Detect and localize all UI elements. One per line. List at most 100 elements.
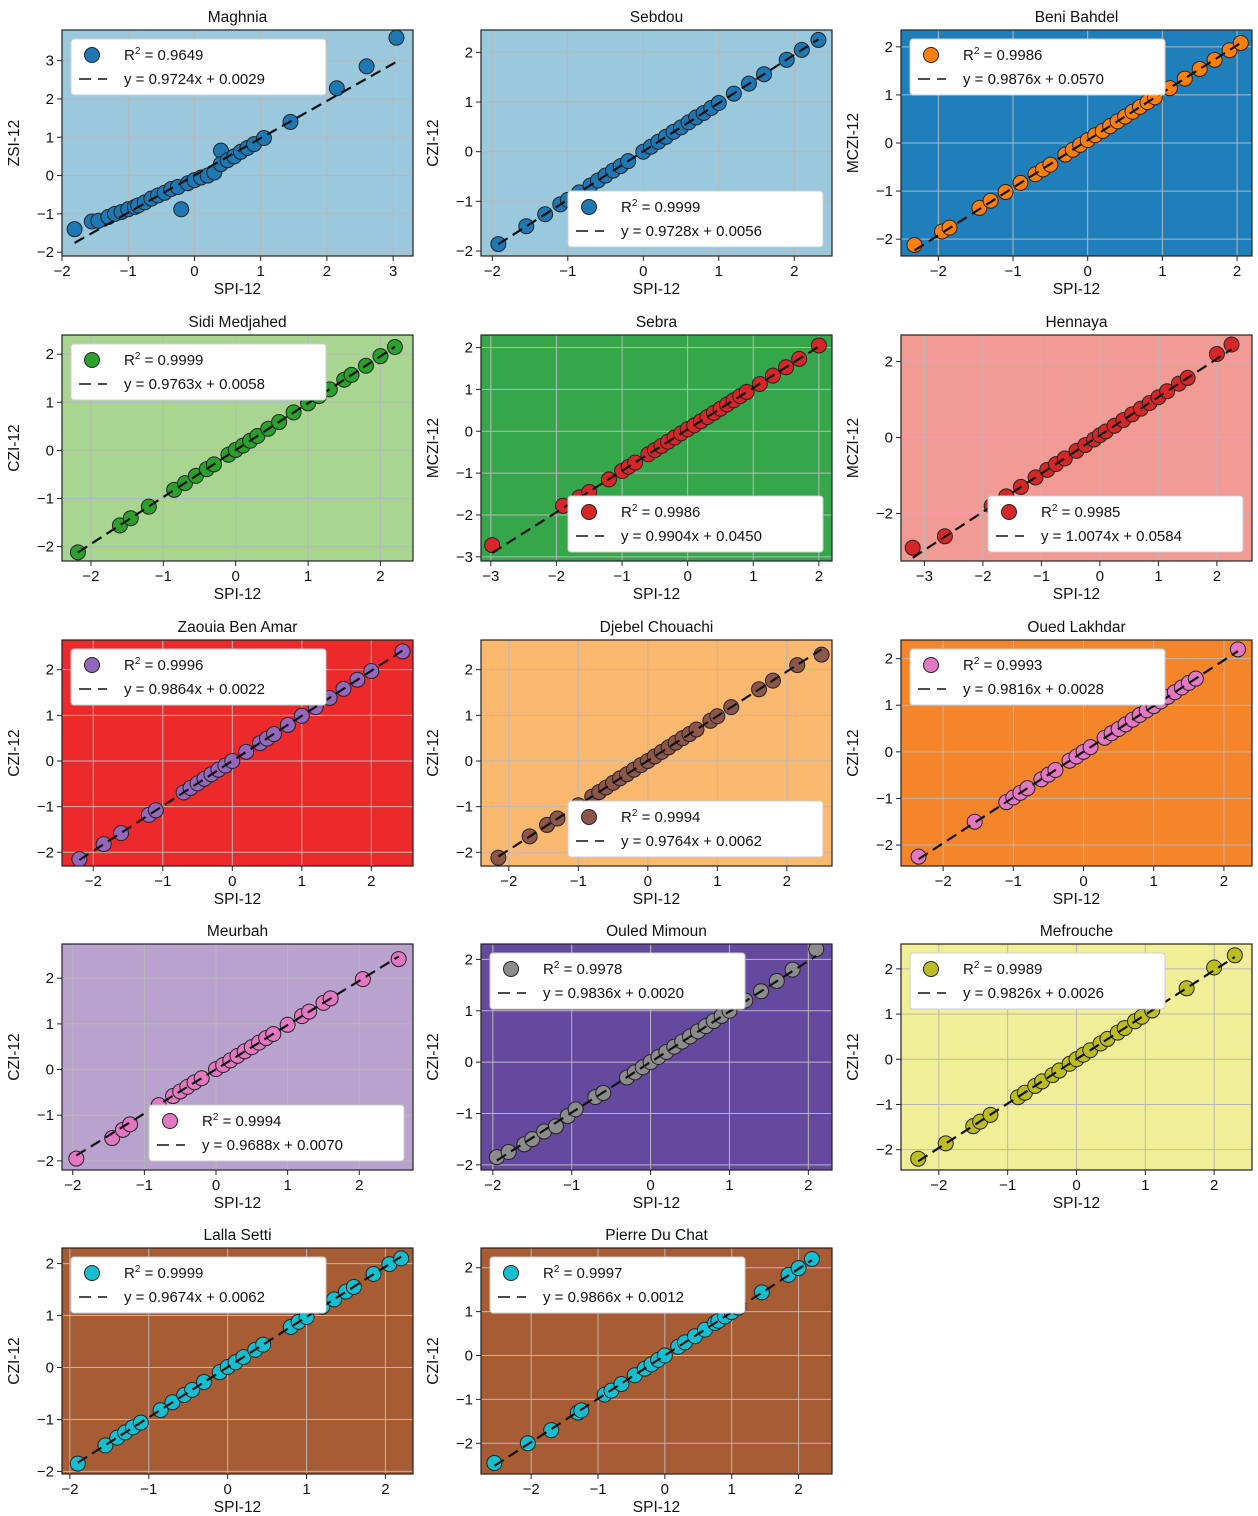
chart-13-tick-label-y: 1 <box>46 1308 54 1325</box>
chart-10: −2 −1 0 1 2 −2 −1 0 1 2 Meurbah SPI-12 CZI-12 R2 = 0.… <box>6 923 414 1212</box>
chart-13-tick-label-x: 0 <box>223 1481 231 1498</box>
chart-10-tick-label-x: −2 <box>64 1177 81 1194</box>
chart-14-tick-label-x: 1 <box>728 1481 736 1498</box>
chart-4-point <box>140 498 157 515</box>
chart-10-tick-label-y: −2 <box>37 1153 54 1170</box>
chart-6-tick-label-x: −3 <box>916 568 933 585</box>
chart-1-tick-label-y: 2 <box>46 91 54 108</box>
chart-7-tick-label-y: 1 <box>46 707 54 724</box>
chart-9-tick-label-x: 0 <box>1079 873 1087 890</box>
chart-3-legend: R2 = 0.9986 y = 0.9876x + 0.0570 <box>909 38 1166 96</box>
chart-10-ylabel: CZI-12 <box>6 1033 23 1080</box>
chart-12-tick-label-y: 2 <box>885 961 893 978</box>
chart-14-point <box>656 1347 673 1364</box>
chart-12-legend-box <box>909 952 1166 1010</box>
chart-10-tick-label-y: 1 <box>46 1016 54 1033</box>
chart-13-tick-label-y: −2 <box>37 1463 54 1480</box>
chart-6-fit-line <box>912 348 1233 559</box>
chart-9-point <box>966 813 983 830</box>
chart-3-tick-label-x: 0 <box>1084 263 1092 280</box>
chart-4-tick-label-y: 1 <box>46 394 54 411</box>
chart-6-point <box>1223 336 1240 353</box>
chart-13-point <box>393 1250 410 1267</box>
chart-6-legend-box <box>987 495 1244 553</box>
chart-8-tick-label-x: 2 <box>783 873 791 890</box>
chart-3-legend-r2: R2 = 0.9986 <box>963 46 1042 64</box>
chart-5-legend-marker <box>581 504 597 520</box>
chart-1-tick-label-x: 1 <box>257 263 265 280</box>
chart-13-frame <box>61 1247 414 1475</box>
chart-12-tick-label-y: −2 <box>876 1142 893 1159</box>
chart-4-tick-label-y: −1 <box>37 490 54 507</box>
chart-8-tick-label-y: 2 <box>465 662 473 679</box>
chart-10-point <box>193 1070 210 1087</box>
chart-8-legend-box <box>567 800 824 858</box>
chart-13-point <box>195 1374 212 1391</box>
chart-11-legend-box <box>489 952 746 1010</box>
chart-10-tick-label-y: 2 <box>46 970 54 987</box>
chart-10-legend-r2: R2 = 0.9994 <box>202 1112 281 1130</box>
chart-4-ylabel: CZI-12 <box>6 424 23 471</box>
chart-12-legend-marker <box>923 961 939 977</box>
chart-6-point <box>1056 450 1073 467</box>
chart-4-legend-marker <box>84 352 100 368</box>
chart-14-tick-label-x: 0 <box>661 1481 669 1498</box>
chart-11-legend-r2: R2 = 0.9978 <box>543 960 622 978</box>
chart-8-legend-r2: R2 = 0.9994 <box>621 808 700 826</box>
chart-1-legend-box <box>70 38 327 96</box>
chart-5-tick-label-x: −3 <box>482 568 499 585</box>
chart-12-tick-label-y: 0 <box>885 1051 893 1068</box>
chart-3-tick-label-y: 1 <box>885 87 893 104</box>
chart-13-legend-r2: R2 = 0.9999 <box>124 1264 203 1282</box>
chart-13-tick-label-x: −1 <box>140 1481 157 1498</box>
chart-10-point <box>122 1116 139 1133</box>
chart-13-tick-label-y: 0 <box>46 1359 54 1376</box>
chart-5-tick-label-y: −1 <box>456 465 473 482</box>
chart-9-legend-box <box>909 648 1166 706</box>
chart-11-tick-label-y: 2 <box>465 951 473 968</box>
chart-3-tick-label-y: 0 <box>885 135 893 152</box>
chart-7-fit-line <box>78 649 404 861</box>
chart-2-legend: R2 = 0.9999 y = 0.9728x + 0.0056 <box>567 190 824 248</box>
chart-10-tick-label-x: 0 <box>212 1177 220 1194</box>
chart-3-tick-label-x: 2 <box>1233 263 1241 280</box>
chart-1-tick-label-x: 3 <box>389 263 397 280</box>
chart-10-legend: R2 = 0.9994 y = 0.9688x + 0.0070 <box>148 1104 405 1162</box>
chart-14-legend-marker <box>503 1265 519 1281</box>
chart-4-legend: R2 = 0.9999 y = 0.9763x + 0.0058 <box>70 343 327 401</box>
chart-13-tick-label-x: 2 <box>381 1481 389 1498</box>
chart-6-tick-label-x: −2 <box>974 568 991 585</box>
chart-2-tick-label-x: 2 <box>790 263 798 280</box>
chart-11-point <box>524 1131 541 1148</box>
chart-8-title: Djebel Chouachi <box>600 619 714 636</box>
chart-7-tick-label-y: −2 <box>37 844 54 861</box>
chart-11-legend-marker <box>503 961 519 977</box>
chart-3-tick-label-y: 2 <box>885 39 893 56</box>
chart-7: −2 −1 0 1 2 −2 −1 0 1 2 Zaouia Ben Amar SPI-12 CZI-1… <box>6 619 414 908</box>
chart-12-point <box>910 1150 927 1167</box>
chart-6-tick-label-y: 2 <box>885 354 893 371</box>
chart-7-point <box>113 825 130 842</box>
chart-9-point <box>910 848 927 865</box>
chart-6-legend-equation: y = 1.0074x + 0.0584 <box>1041 528 1182 545</box>
chart-10-point <box>390 951 407 968</box>
chart-11-frame <box>480 943 833 1171</box>
chart-1-points <box>66 30 405 238</box>
chart-11-xlabel: SPI-12 <box>633 1195 680 1212</box>
chart-11-tick-label-y: 1 <box>465 1003 473 1020</box>
chart-1-point <box>328 80 345 97</box>
chart-11-tick-label-x: 1 <box>725 1177 733 1194</box>
chart-7-legend-r2: R2 = 0.9996 <box>124 656 203 674</box>
chart-1-point <box>358 58 375 75</box>
chart-3-legend-box <box>909 38 1166 96</box>
chart-1-title: Maghnia <box>208 9 268 26</box>
chart-1-legend-marker <box>84 47 100 63</box>
chart-9-legend-equation: y = 0.9816x + 0.0028 <box>963 681 1104 698</box>
chart-12-point <box>1206 959 1223 976</box>
chart-9-legend-r2: R2 = 0.9993 <box>963 656 1042 674</box>
chart-10-legend-marker <box>162 1113 178 1129</box>
chart-6-tick-label-y: 0 <box>885 430 893 447</box>
chart-11-title: Ouled Mimoun <box>606 923 707 940</box>
chart-5: −3 −2 −1 0 1 2 −3 −2 −1 0 1 2 Sebra SPI-12 MCZI-12 R2 =… <box>425 314 833 603</box>
